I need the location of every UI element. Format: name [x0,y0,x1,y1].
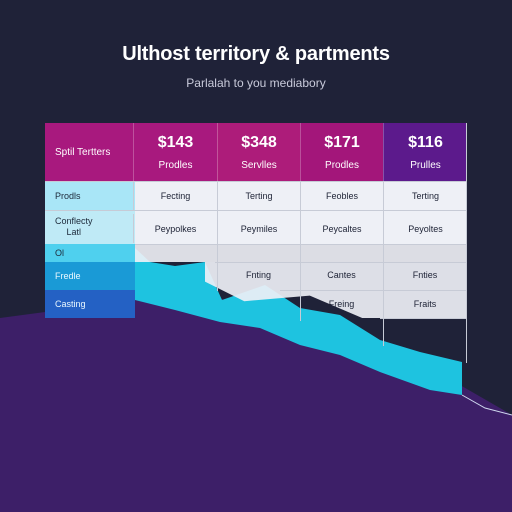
table-cell: Peycaltes [300,214,383,243]
table-cell: Fraits [413,298,437,309]
row-label: Prodls [45,181,135,210]
grid-line [280,290,467,291]
column-price: $143 [157,133,194,151]
column-price: $348 [241,133,277,151]
table-cell: Fnties [412,269,438,280]
grid-line-vertical [300,181,301,321]
grid-line-vertical [383,181,384,346]
table-cell: Terting [217,181,300,210]
column-price: $116 [408,133,443,151]
grid-line [45,181,467,182]
grid-line-vertical [217,181,218,291]
grid-line [380,318,467,319]
grid-line [45,210,467,211]
column-label: Servlles [241,159,277,171]
table-body-divider [135,244,467,262]
table-cell: Cantes [327,269,356,280]
table-cell: Terting [383,181,467,210]
grid-line [215,262,467,263]
table-cell: Freing [328,298,355,309]
column-header-2[interactable]: $348 Servlles [217,123,300,181]
table-cell: Peyoltes [383,214,467,243]
table-cell: Fecting [133,181,217,210]
row-label: Casting [45,290,135,318]
column-header-3[interactable]: $171 Prodles [300,123,383,181]
table-body-upper [135,181,467,244]
column-label: Prulles [410,159,441,171]
page-title: Ulthost territory & partments [122,43,390,65]
row-label: Conflecty Latl [45,210,135,244]
page-subtitle: Parlalah to you mediabory [186,76,326,90]
column-label: Prodles [158,159,193,171]
table-cell: Fnting [245,269,271,280]
grid-line [135,244,467,245]
row-label: Fredle [45,262,135,290]
table-cell: Feobles [300,181,383,210]
column-header-1[interactable]: $143 Prodles [133,123,217,181]
column-price: $171 [324,133,360,151]
table-corner-label: Sptil Tertters [45,123,133,181]
column-label: Prodles [325,159,359,171]
row-label: Ol [45,244,135,262]
table-cell: Peypolkes [133,214,217,243]
grid-line-vertical [466,123,467,363]
column-header-4[interactable]: $116 Prulles [383,123,467,181]
table-cell: Peymiles [217,214,300,243]
